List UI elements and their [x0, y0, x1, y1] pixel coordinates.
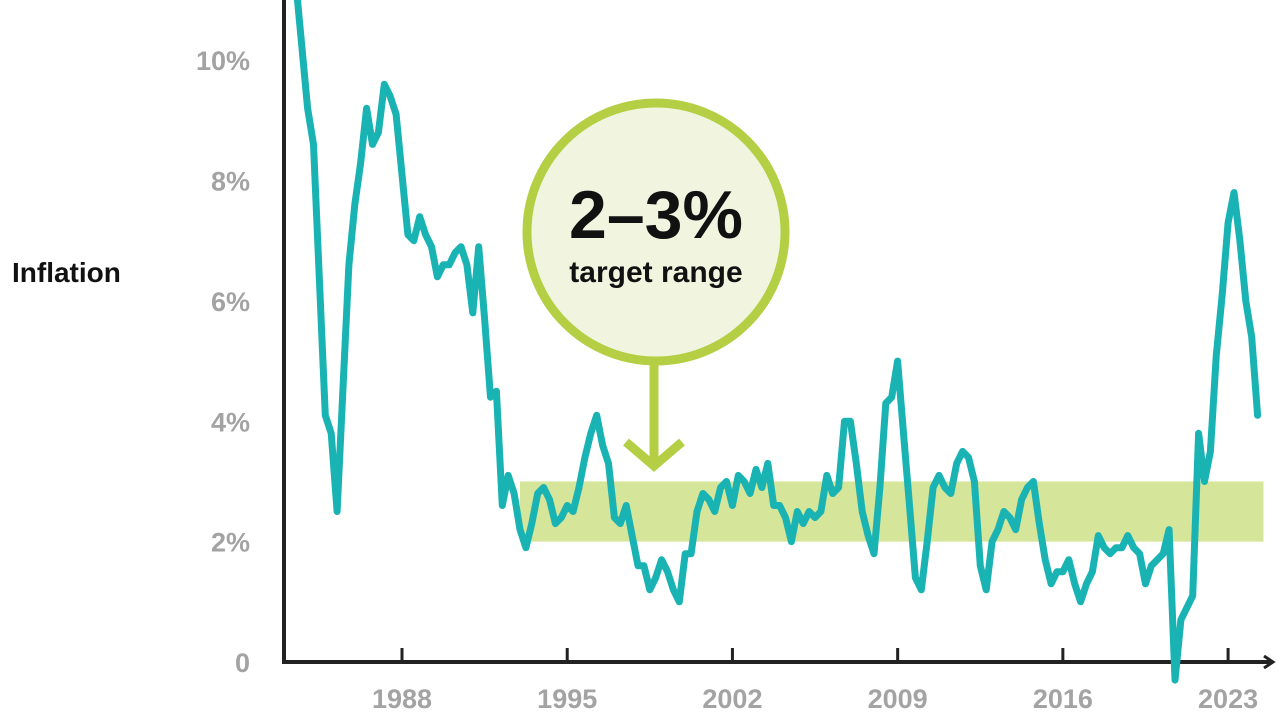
x-tick-labels: 1988 1995 2002 2009 2016 2023 — [372, 648, 1258, 714]
y-tick-label: 4% — [211, 407, 250, 437]
inflation-series-line — [293, 0, 1262, 684]
x-tick-label: 2016 — [1033, 684, 1093, 714]
x-tick-label: 2023 — [1198, 684, 1258, 714]
x-tick-label: 2009 — [868, 684, 928, 714]
callout-pointer-arrowhead — [623, 438, 685, 472]
y-tick-labels: 0 2% 4% 6% 8% 10% — [196, 46, 250, 678]
x-tick-label: 1988 — [372, 684, 432, 714]
x-tick-label: 1995 — [537, 684, 597, 714]
target-range-callout: 2–3% target range — [522, 98, 790, 472]
badge-percent-text: 2–3% — [569, 177, 743, 253]
y-tick-label: 0 — [235, 648, 250, 678]
axes — [282, 0, 1272, 662]
y-axis-label: Inflation — [12, 257, 121, 288]
y-tick-label: 6% — [211, 287, 250, 317]
y-tick-label: 10% — [196, 46, 250, 76]
x-tick-label: 2002 — [702, 684, 762, 714]
y-tick-label: 2% — [211, 528, 250, 558]
target-band — [520, 481, 1264, 542]
target-range-badge — [522, 98, 790, 366]
badge-caption-text: target range — [569, 256, 742, 289]
y-tick-label: 8% — [211, 167, 250, 197]
